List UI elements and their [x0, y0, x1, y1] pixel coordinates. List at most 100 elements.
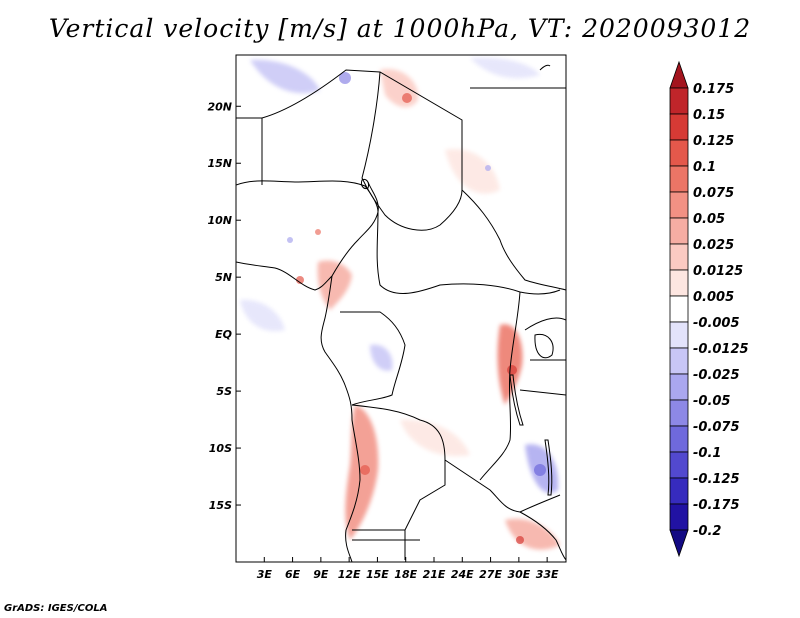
positive-field-sahel	[445, 149, 500, 194]
lat-label: 10S	[209, 442, 232, 455]
colorbar-segment	[669, 269, 689, 297]
colorbar-segment	[669, 477, 689, 505]
colorbar-label: -0.005	[693, 316, 740, 331]
negative-field-north-east	[470, 57, 540, 79]
colorbar: 0.175 0.15 0.125 0.1 0.075 0.05 0.025 0.0125 0.0…	[669, 60, 749, 558]
speckle	[516, 536, 524, 544]
colorbar-segment	[669, 347, 689, 375]
map-panel: 20N 15N 10N 5N EQ 5S 10S 15S 3E 6E 9E 12E 15E 18E 21E…	[207, 54, 567, 581]
border-chad	[361, 71, 463, 231]
colorbar-label: 0.1	[693, 160, 716, 175]
speckle	[339, 72, 351, 84]
border-east-africa	[519, 317, 566, 396]
colorbar-label: -0.125	[693, 472, 740, 487]
lat-label: 15N	[207, 157, 232, 170]
colorbar-segment	[669, 503, 689, 531]
lon-label: 21E	[423, 568, 446, 581]
boundaries	[236, 64, 566, 562]
lon-label: 15E	[366, 568, 389, 581]
colorbar-label: -0.2	[693, 524, 721, 539]
negative-field-congo	[370, 344, 393, 371]
lat-label: 5S	[216, 385, 232, 398]
lake-victoria	[534, 333, 554, 359]
lat-ticks: 20N 15N 10N 5N EQ 5S 10S 15S	[207, 100, 241, 512]
colorbar-segment	[669, 373, 689, 401]
speckle	[296, 276, 304, 284]
lake-malawi	[544, 439, 553, 496]
colorbar-label: 0.025	[693, 238, 734, 253]
lon-label: 6E	[285, 568, 301, 581]
colorbar-top-arrow	[669, 60, 689, 89]
border-north-b	[236, 117, 263, 185]
colorbar-label: 0.175	[693, 82, 734, 97]
border-zambia	[444, 459, 561, 513]
lat-label: 5N	[215, 271, 232, 284]
colorbar-label: 0.05	[693, 212, 725, 227]
border-nigeria-cameroon	[331, 181, 379, 277]
colorbar-label: -0.05	[693, 394, 730, 409]
chart-title: Vertical velocity [m/s] at 1000hPa, VT: …	[48, 14, 752, 43]
lake-tanganyika	[509, 374, 524, 426]
colorbar-label: -0.025	[693, 368, 740, 383]
lon-label: 3E	[257, 568, 273, 581]
lat-label: 20N	[207, 100, 232, 113]
speckle	[315, 229, 321, 235]
border-car	[376, 211, 561, 295]
speckle	[402, 93, 412, 103]
speckle	[287, 237, 293, 243]
coastline-central	[320, 275, 361, 562]
map-background	[236, 55, 566, 562]
colorbar-segment	[669, 139, 689, 167]
lon-label: 12E	[338, 568, 361, 581]
border-angola	[351, 404, 446, 531]
lake-chad	[361, 179, 369, 189]
colorbar-segment	[669, 191, 689, 219]
speckle	[534, 464, 546, 476]
lon-label: 9E	[313, 568, 329, 581]
border-sahara	[261, 69, 463, 190]
colorbar-segment	[669, 295, 689, 323]
colorbar-label: 0.005	[693, 290, 734, 305]
border-drc-east	[479, 291, 521, 481]
positive-field-south-east	[505, 518, 560, 550]
colorbar-segment	[669, 425, 689, 453]
coastline-west	[236, 261, 333, 291]
lon-ticks: 3E 6E 9E 12E 15E 18E 21E 24E 27E 30E 33E	[257, 557, 559, 581]
colorbar-segment	[669, 113, 689, 141]
lat-label: 10N	[207, 214, 232, 227]
lat-label: 15S	[209, 499, 232, 512]
lon-label: 18E	[394, 568, 417, 581]
coast-red-sea	[470, 64, 566, 89]
colorbar-label: 0.125	[693, 134, 734, 149]
colorbar-segment	[669, 399, 689, 427]
positive-field-coast-gabon	[317, 260, 352, 310]
speckle	[485, 165, 491, 171]
colorbar-segment	[669, 165, 689, 193]
border-mozambique	[519, 511, 566, 561]
colorbar-segment	[669, 217, 689, 245]
colorbar-label: -0.175	[693, 498, 740, 513]
colorbar-segment	[669, 87, 689, 115]
border-congo	[340, 311, 406, 406]
colorbar-bottom-arrow	[669, 529, 689, 558]
negative-field-north	[250, 59, 320, 94]
velocity-field	[240, 57, 560, 550]
grads-credit: GrADS: IGES/COLA	[4, 603, 108, 614]
lon-label: 30E	[507, 568, 530, 581]
colorbar-label: 0.15	[693, 108, 725, 123]
negative-field-gulf	[240, 299, 285, 332]
border-sudan	[461, 189, 566, 291]
colorbar-label: -0.1	[693, 446, 721, 461]
map-frame	[235, 54, 567, 563]
colorbar-label: 0.075	[693, 186, 734, 201]
lon-label: 33E	[536, 568, 559, 581]
speckle	[507, 365, 517, 375]
colorbar-segment	[669, 243, 689, 271]
lon-label: 27E	[479, 568, 502, 581]
colorbar-segment	[669, 321, 689, 349]
positive-field-interior	[400, 419, 470, 457]
lat-label: EQ	[215, 328, 232, 341]
border-south	[352, 530, 420, 560]
colorbar-label: 0.0125	[693, 264, 743, 279]
